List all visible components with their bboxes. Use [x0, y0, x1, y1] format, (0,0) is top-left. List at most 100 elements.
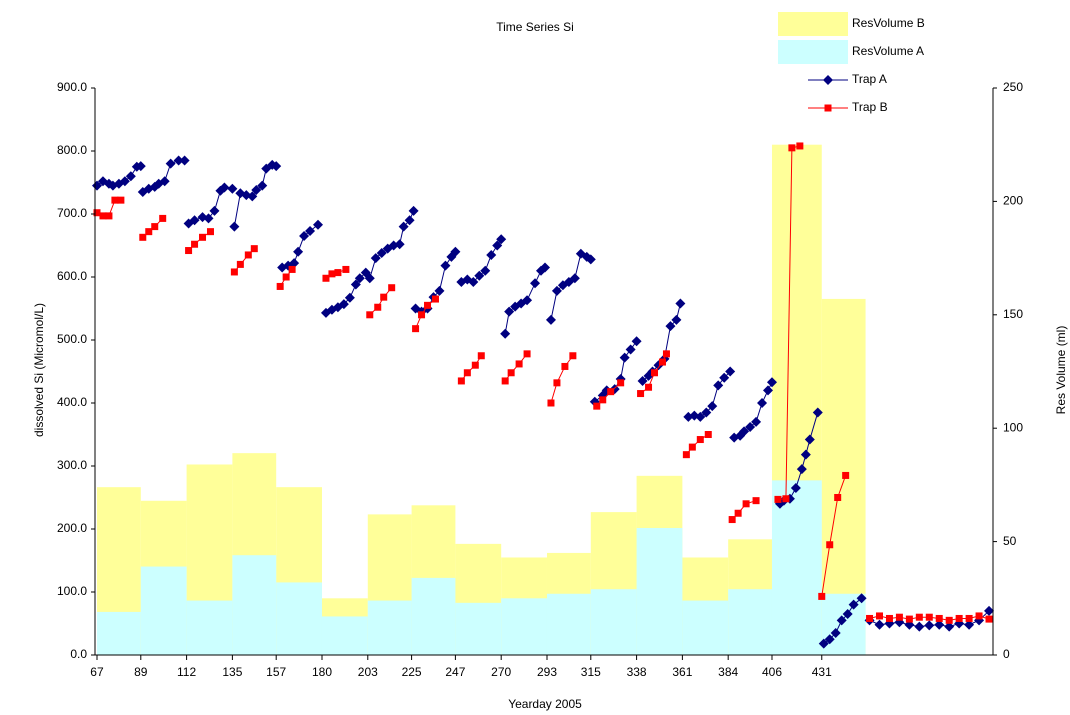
volume-bar — [321, 616, 368, 655]
marker — [408, 205, 419, 216]
volume-bar — [367, 600, 412, 655]
marker — [276, 282, 284, 290]
marker — [507, 369, 515, 377]
marker — [179, 155, 190, 166]
legend-marker — [823, 75, 833, 85]
marker — [313, 219, 324, 230]
x-tick-label: 431 — [812, 665, 832, 679]
marker — [593, 402, 601, 410]
volume-bar — [501, 598, 547, 655]
marker — [342, 265, 350, 273]
marker — [826, 541, 834, 549]
marker — [159, 214, 167, 222]
marker — [745, 421, 756, 432]
trap-line — [504, 353, 528, 382]
marker — [236, 260, 244, 268]
marker — [728, 516, 736, 524]
marker — [354, 273, 365, 284]
marker — [834, 494, 842, 501]
marker — [812, 407, 823, 418]
marker — [739, 426, 750, 437]
marker — [836, 615, 847, 626]
marker — [282, 273, 290, 281]
marker — [380, 293, 388, 301]
volume-bar — [140, 566, 187, 655]
marker — [364, 273, 375, 284]
marker — [682, 451, 690, 459]
marker — [569, 273, 580, 284]
marker — [734, 509, 742, 517]
volume-bar — [682, 600, 729, 655]
marker — [486, 249, 497, 260]
marker — [545, 314, 556, 325]
marker — [874, 619, 885, 630]
marker — [206, 228, 214, 236]
y2-tick-label: 50 — [1003, 534, 1017, 548]
marker — [607, 388, 615, 396]
marker — [665, 321, 676, 332]
marker — [289, 258, 300, 269]
marker — [492, 240, 503, 251]
x-tick-label: 180 — [312, 665, 332, 679]
y-axis-label: dissolved Si (Micromol/L) — [32, 303, 46, 437]
marker — [338, 299, 349, 310]
y-tick-label: 0.0 — [70, 647, 87, 661]
marker — [471, 361, 479, 369]
marker — [496, 234, 507, 245]
x-tick-label: 315 — [581, 665, 601, 679]
marker — [617, 379, 625, 387]
marker — [501, 377, 509, 385]
marker — [675, 298, 686, 309]
marker — [782, 495, 790, 503]
x-axis-label: Yearday 2005 — [508, 697, 582, 711]
marker — [431, 295, 439, 303]
volume-bar — [636, 527, 683, 655]
volume-bar — [821, 593, 866, 655]
marker — [93, 209, 101, 217]
y-tick-label: 700.0 — [57, 206, 87, 220]
marker — [209, 205, 220, 216]
marker — [796, 142, 804, 150]
marker — [350, 279, 361, 290]
marker — [842, 609, 853, 620]
volume-bar — [96, 611, 141, 655]
legend-label: Trap B — [852, 100, 888, 114]
y-tick-label: 400.0 — [57, 395, 87, 409]
marker — [305, 226, 316, 237]
marker — [924, 620, 935, 631]
legend-label: Trap A — [852, 72, 887, 86]
marker — [662, 350, 670, 358]
y-tick-label: 600.0 — [57, 269, 87, 283]
x-tick-label: 112 — [177, 665, 196, 679]
marker — [569, 352, 577, 360]
x-tick-label: 67 — [90, 665, 104, 679]
marker — [159, 176, 170, 187]
marker — [328, 270, 336, 278]
x-tick-label: 270 — [491, 665, 511, 679]
marker — [374, 303, 382, 311]
legend-marker — [824, 104, 832, 112]
legend-label: ResVolume B — [852, 16, 925, 30]
trap-line — [415, 298, 436, 329]
marker — [935, 614, 943, 622]
marker — [370, 253, 381, 264]
marker — [585, 254, 596, 265]
marker — [895, 613, 903, 621]
x-tick-label: 406 — [762, 665, 782, 679]
marker — [914, 621, 925, 632]
marker — [145, 228, 153, 236]
x-tick-label: 203 — [358, 665, 378, 679]
marker — [751, 416, 762, 427]
marker — [119, 176, 130, 187]
legend-swatch — [778, 40, 848, 64]
marker — [151, 223, 159, 231]
marker — [631, 336, 642, 347]
marker — [637, 375, 648, 386]
marker — [247, 191, 258, 202]
marker — [830, 627, 841, 638]
trap-line — [821, 475, 847, 597]
marker — [688, 443, 696, 451]
marker — [523, 350, 531, 358]
marker — [203, 213, 214, 224]
